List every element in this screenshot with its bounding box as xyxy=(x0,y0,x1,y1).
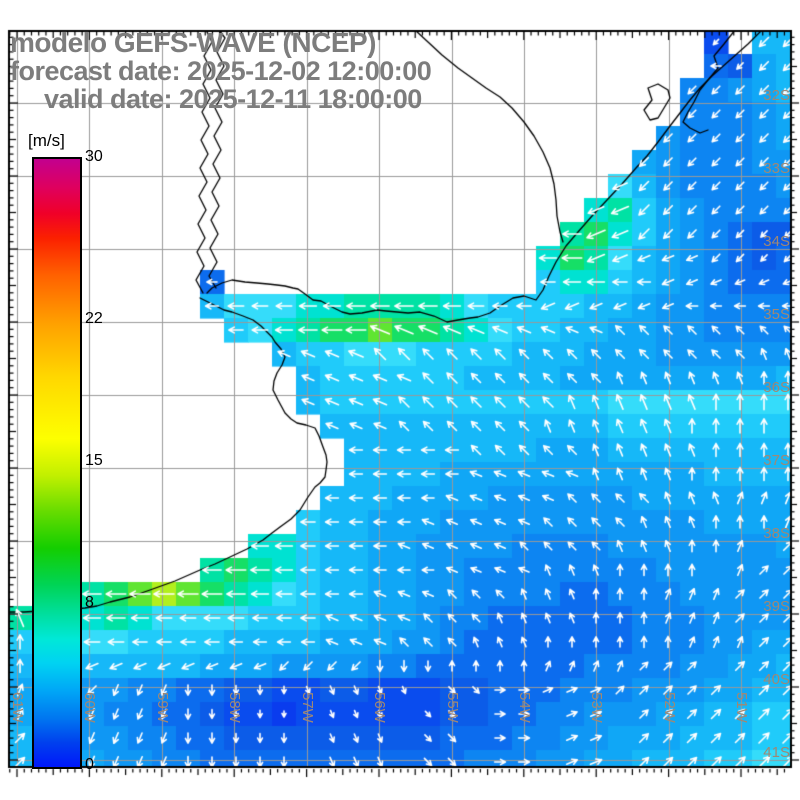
valid-date: valid date: 2025-12-11 18:00:00 xyxy=(44,84,422,114)
colorbar-unit-label: [m/s] xyxy=(28,131,65,150)
model-title: modelo GEFS-WAVE (NCEP) xyxy=(10,27,377,58)
lat-label: 34S xyxy=(763,233,790,250)
lon-label: 55W xyxy=(444,692,461,723)
lon-label: 60W xyxy=(81,692,98,723)
lon-label: 53W xyxy=(588,692,605,723)
lat-label: 37S xyxy=(763,452,790,469)
colorbar-tick-label: 22 xyxy=(85,310,103,328)
lon-label: 56W xyxy=(371,692,388,723)
lat-label: 40S xyxy=(763,671,790,688)
lon-label: 52W xyxy=(661,692,678,723)
lat-label: 36S xyxy=(763,379,790,396)
colorbar-tick-label: 15 xyxy=(85,452,103,469)
lat-label: 41S xyxy=(763,744,790,761)
colorbar-gradient xyxy=(32,157,82,769)
title-block: modelo GEFS-WAVE (NCEP) forecast date: 2… xyxy=(10,27,432,114)
lon-label: 51W xyxy=(733,692,750,723)
lat-label: 38S xyxy=(763,525,790,542)
lat-label: 39S xyxy=(763,598,790,615)
lon-label: 59W xyxy=(154,692,171,723)
forecast-date: forecast date: 2025-12-02 12:00:00 xyxy=(10,56,432,86)
lon-label: 61W xyxy=(9,692,26,723)
colorbar-tick-label: 0 xyxy=(85,756,94,773)
lat-label: 35S xyxy=(763,306,790,323)
lon-label: 58W xyxy=(226,692,243,723)
colorbar-tick-label: 30 xyxy=(85,148,103,165)
lon-label: 57W xyxy=(299,692,316,723)
lon-label: 54W xyxy=(516,692,533,723)
lat-label: 33S xyxy=(763,160,790,177)
colorbar-tick-label: 8 xyxy=(85,593,94,611)
lat-label: 32S xyxy=(763,87,790,104)
